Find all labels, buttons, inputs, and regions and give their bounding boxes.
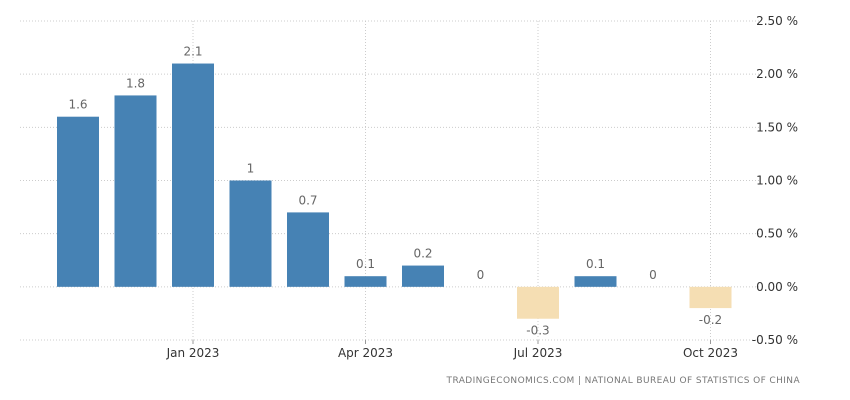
- y-tick-label: 1.00 %: [756, 174, 798, 188]
- bar-value-label: 0.7: [298, 193, 317, 207]
- bar-value-label: -0.3: [526, 324, 549, 338]
- x-tick-label: Oct 2023: [683, 346, 738, 360]
- y-tick-label: 2.00 %: [756, 67, 798, 81]
- bar-value-label: -0.2: [699, 313, 722, 327]
- bar: [402, 265, 444, 287]
- bar: [172, 63, 214, 287]
- bar: [574, 276, 617, 287]
- y-tick-label: 0.00 %: [756, 280, 798, 294]
- source-credit: TRADINGECONOMICS.COM | NATIONAL BUREAU O…: [446, 376, 800, 386]
- y-tick-label: 1.50 %: [756, 120, 798, 134]
- bar: [114, 95, 157, 287]
- x-tick-label: Apr 2023: [338, 346, 393, 360]
- bar-value-label: 1: [247, 162, 255, 176]
- bar: [229, 180, 272, 287]
- bar: [689, 286, 732, 309]
- bar-value-label: 0: [477, 268, 485, 282]
- x-tick-label: Jul 2023: [513, 346, 563, 360]
- bar-value-label: 0.1: [586, 257, 605, 271]
- data-labels: 1.6 1.8 2.1 1 0.7 0.1 0.2 0 -0.3 0.1 0 -0.2: [68, 45, 722, 338]
- y-axis: -0.50 % 0.00 % 0.50 % 1.00 % 1.50 % 2.00 % 2.5…: [752, 14, 798, 347]
- x-tick-label: Jan 2023: [166, 346, 220, 360]
- bar: [287, 212, 329, 287]
- bar-value-label: 1.6: [68, 98, 87, 112]
- bar-value-label: 0.1: [356, 257, 375, 271]
- bar: [57, 116, 99, 287]
- x-axis: Jan 2023 Apr 2023 Jul 2023 Oct 2023: [166, 340, 738, 360]
- y-tick-label: -0.50 %: [752, 333, 798, 347]
- bar-value-label: 2.1: [183, 45, 202, 59]
- bar-value-label: 0: [649, 268, 657, 282]
- y-tick-label: 0.50 %: [756, 227, 798, 241]
- y-tick-label: 2.50 %: [756, 14, 798, 28]
- bar: [344, 276, 387, 287]
- bar-value-label: 0.2: [413, 247, 432, 261]
- bar-series: [57, 63, 732, 319]
- bar-value-label: 1.8: [126, 76, 145, 90]
- bar: [517, 286, 559, 319]
